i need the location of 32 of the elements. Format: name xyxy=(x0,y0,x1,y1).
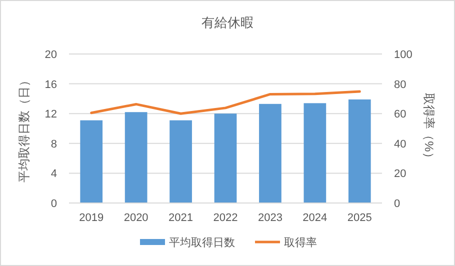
y-axis-title: 平均取得日数（日） xyxy=(17,74,31,182)
y-tick-label: 16 xyxy=(44,78,57,91)
x-tick-label: 2025 xyxy=(347,212,372,224)
bar xyxy=(259,104,282,203)
bar xyxy=(348,99,371,203)
y-tick-label: 8 xyxy=(50,138,57,150)
bar xyxy=(304,103,326,203)
y-tick-label: 12 xyxy=(44,108,57,121)
y-tick-label: 4 xyxy=(50,168,57,180)
y2-tick-label: 100 xyxy=(394,49,412,61)
chart-title: 有給休暇 xyxy=(202,15,254,30)
y2-tick-label: 0 xyxy=(394,198,400,210)
bar xyxy=(170,120,192,203)
y2-tick-label: 60 xyxy=(394,108,406,121)
y-tick-label: 0 xyxy=(50,198,57,210)
x-tick-label: 2021 xyxy=(168,212,194,224)
x-tick-label: 2024 xyxy=(302,212,328,224)
x-tick-label: 2019 xyxy=(79,212,104,224)
y2-tick-label: 20 xyxy=(394,168,406,180)
x-tick-label: 2023 xyxy=(258,212,282,224)
y2-axis-title: 取得率（%） xyxy=(422,93,436,164)
line-series xyxy=(90,90,361,115)
bar xyxy=(214,114,237,203)
x-tick-label: 2020 xyxy=(124,212,148,224)
bar xyxy=(80,120,103,203)
legend-label: 取得率 xyxy=(284,236,317,249)
y2-tick-label: 80 xyxy=(394,78,406,91)
legend-label: 平均取得日数 xyxy=(169,237,235,249)
y-tick-label: 20 xyxy=(44,49,57,61)
x-tick-label: 2022 xyxy=(213,212,238,224)
bar xyxy=(124,112,148,203)
y2-tick-label: 40 xyxy=(394,138,406,150)
